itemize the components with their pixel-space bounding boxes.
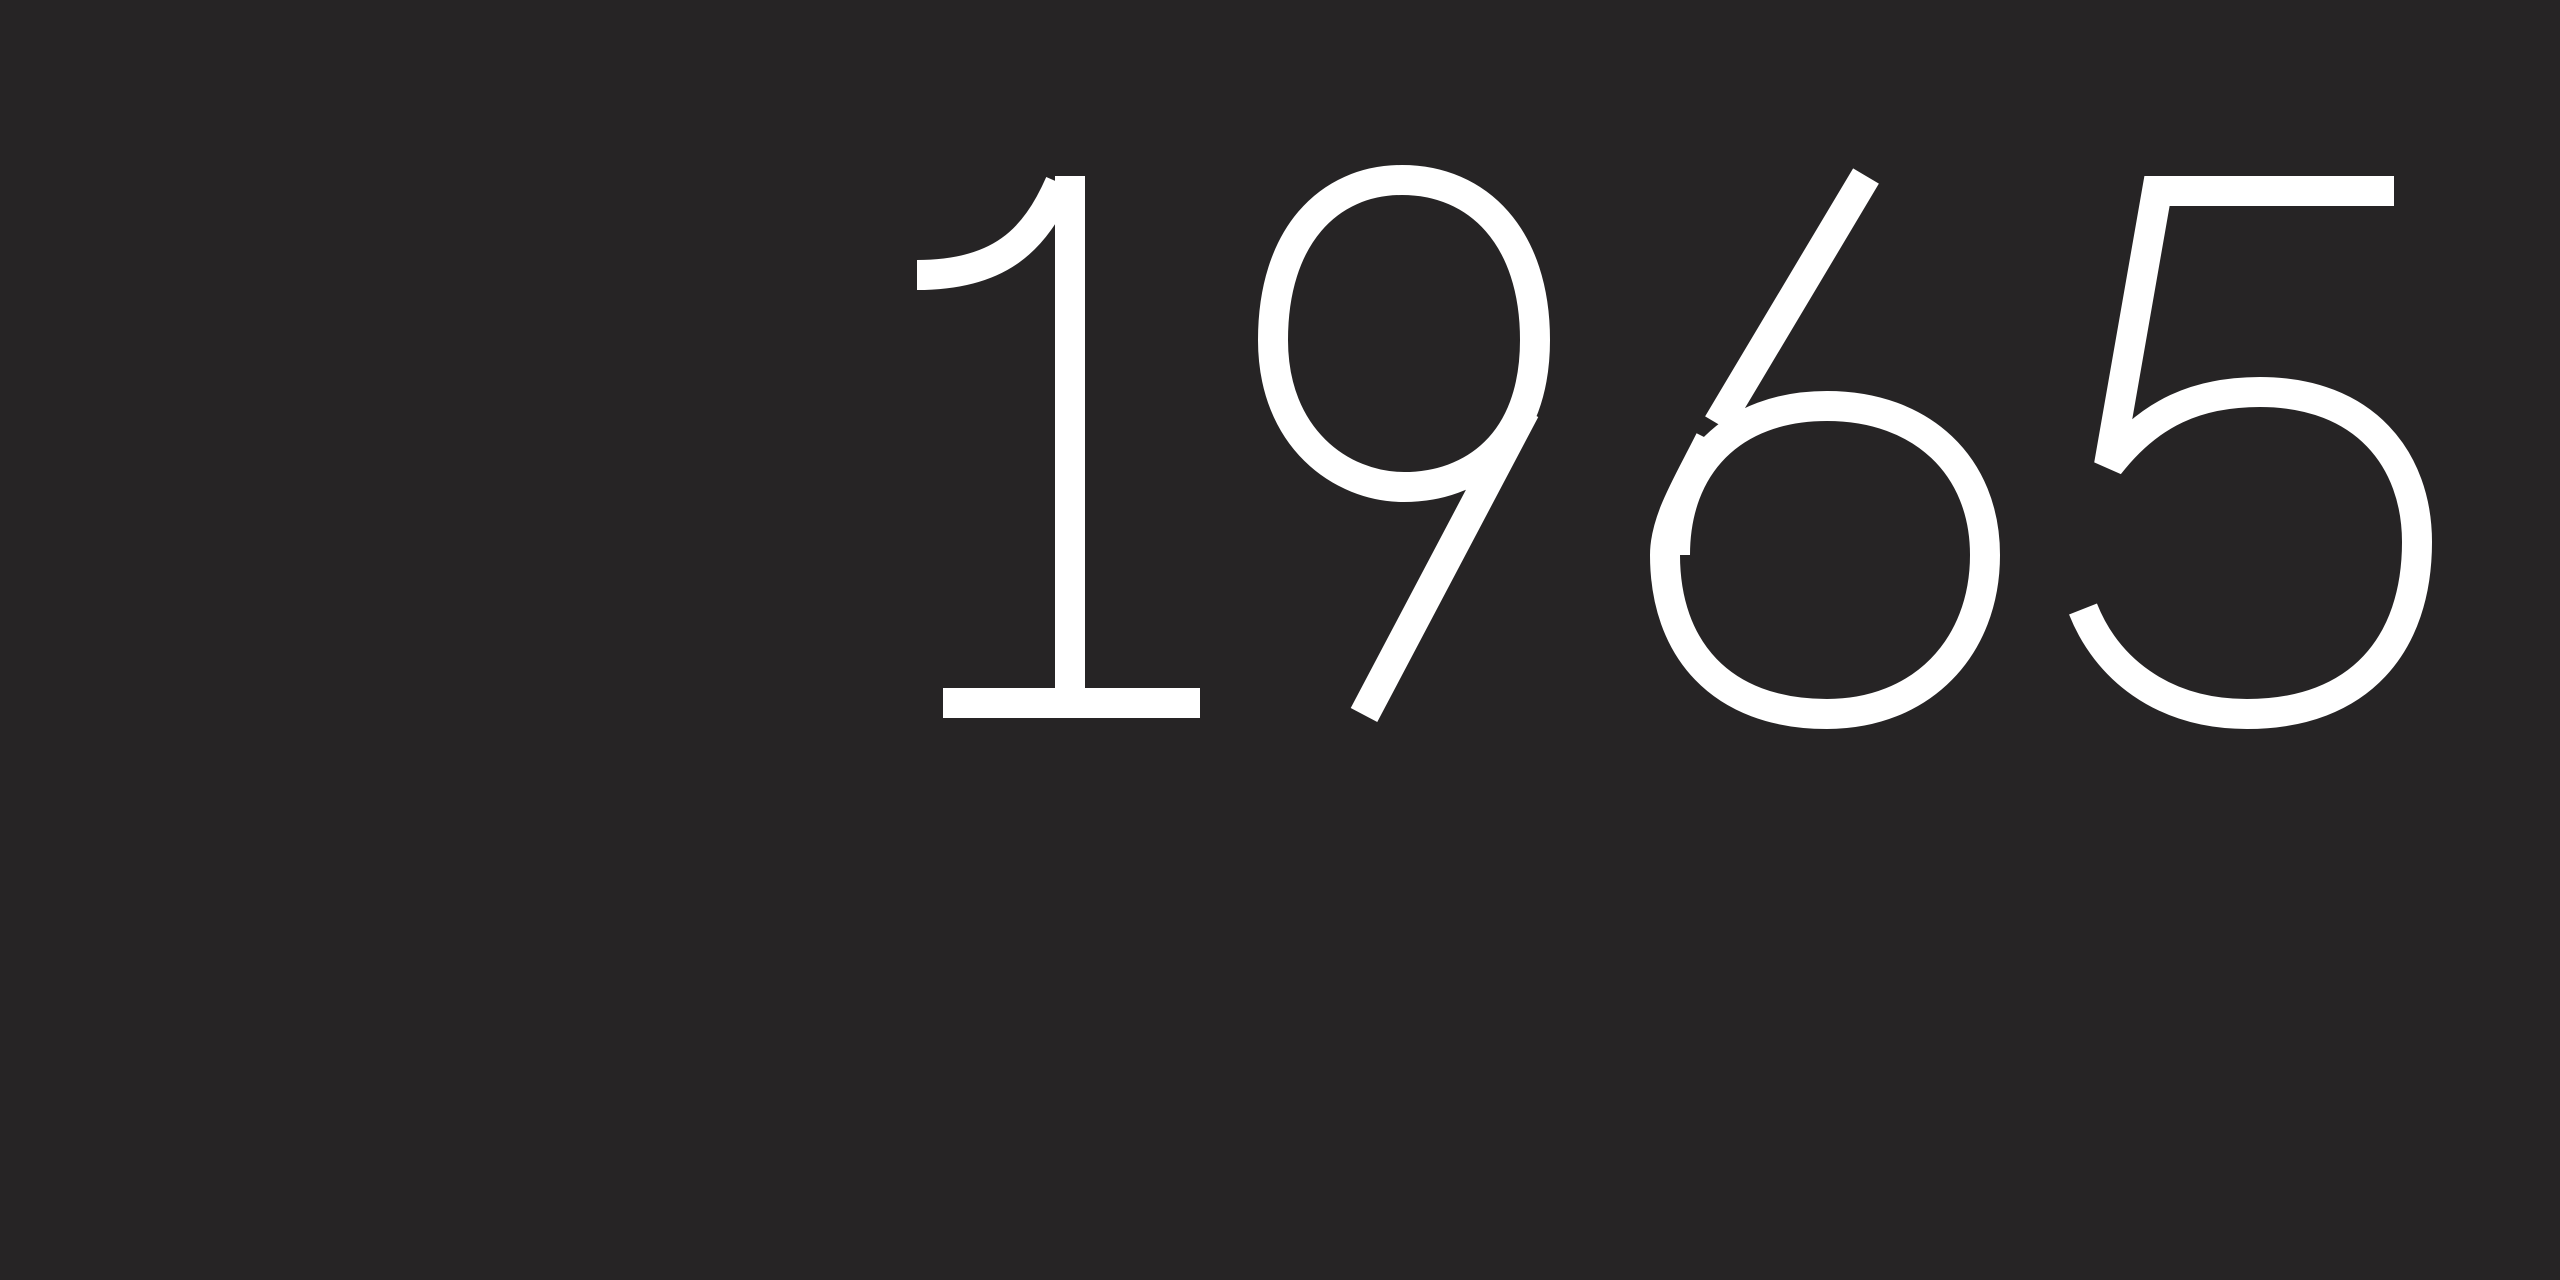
year-display: 1965 [900,150,2460,750]
digit-6 [1649,168,2001,730]
year-graphic [916,164,2433,730]
digit-5 [2069,176,2433,730]
digit-1 [916,176,1200,718]
digit-9 [1257,164,1551,723]
